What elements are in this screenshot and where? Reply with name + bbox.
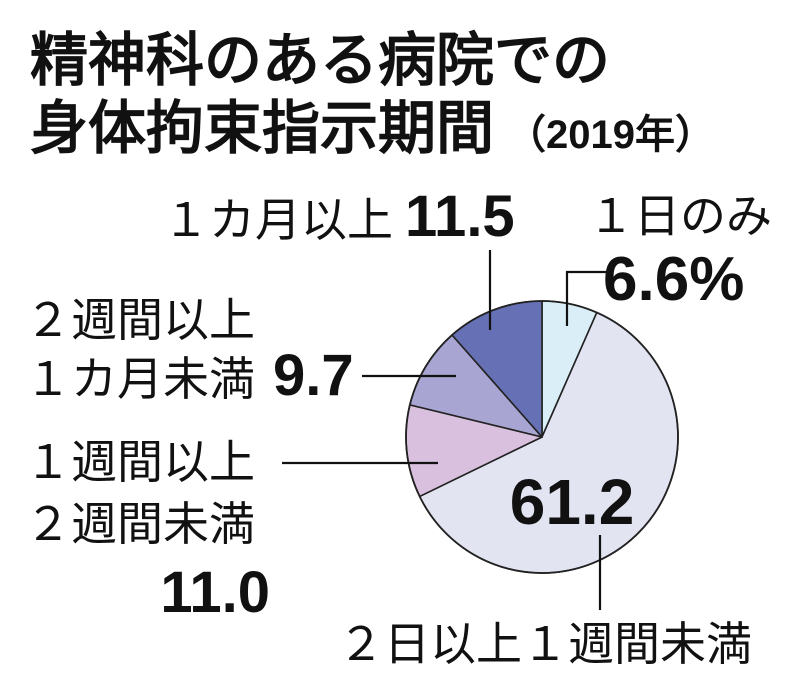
leader-lines	[282, 250, 612, 610]
value-2-weeks-to-1-month: 9.7	[273, 343, 354, 408]
label-1-month-plus: １カ月以上 11.5	[163, 184, 515, 249]
value-1-day-only: 6.6%	[603, 245, 744, 314]
pie-slices	[405, 300, 679, 574]
chart-title-line-2: 身体拘束指示期間	[30, 96, 494, 161]
label-1-to-2-weeks-line-2: ２週間未満	[25, 497, 255, 551]
chart-title-line-1: 精神科のある病院での	[30, 28, 610, 93]
value-1-month-plus: 11.5	[405, 184, 515, 249]
label-2-weeks-to-1-month-line-2-group: １カ月未満 9.7	[25, 343, 354, 408]
label-1-month-plus-text: １カ月以上	[163, 193, 393, 247]
leader-line-1-day-only	[565, 270, 612, 326]
label-2-days-to-1-week-text: ２日以上１週間未満	[338, 617, 752, 671]
value-2-days-to-1-week: 61.2	[510, 466, 635, 538]
label-2-weeks-to-1-month-line-2: １カ月未満	[25, 352, 255, 406]
label-1-day-only-text: １日のみ	[588, 189, 772, 243]
chart-subtitle-year: （2019年）	[506, 113, 715, 157]
value-1-to-2-weeks: 11.0	[160, 560, 270, 625]
label-1-to-2-weeks-line-1: １週間以上	[25, 435, 255, 489]
label-2-weeks-to-1-month-line-1: ２週間以上	[25, 293, 255, 347]
pie-outline	[405, 300, 679, 574]
chart-title-line-2-group: 身体拘束指示期間 （2019年）	[30, 96, 715, 161]
